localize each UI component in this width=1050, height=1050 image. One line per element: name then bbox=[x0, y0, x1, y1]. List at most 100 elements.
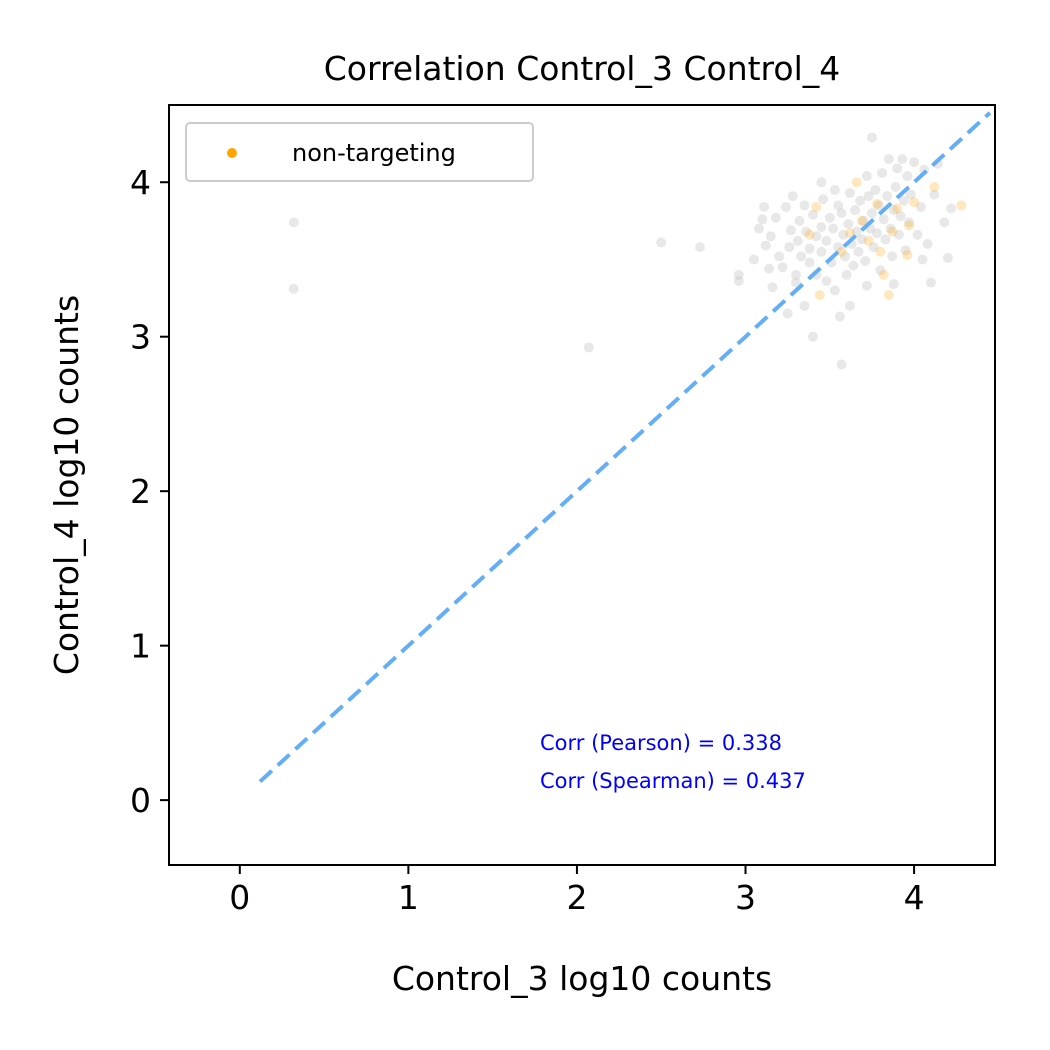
data-point bbox=[893, 229, 904, 240]
data-point bbox=[860, 256, 871, 267]
data-point bbox=[656, 237, 667, 248]
data-point bbox=[821, 235, 832, 246]
data-point bbox=[905, 189, 916, 200]
data-point bbox=[897, 154, 908, 165]
data-point bbox=[828, 223, 839, 234]
non-targeting-point bbox=[892, 203, 903, 214]
data-point bbox=[850, 205, 861, 216]
non-targeting-point bbox=[902, 249, 913, 260]
data-point bbox=[799, 200, 810, 211]
non-targeting-point bbox=[909, 197, 920, 208]
data-point bbox=[851, 226, 862, 237]
data-point bbox=[784, 242, 795, 253]
x-tick-label: 3 bbox=[735, 878, 756, 917]
data-point bbox=[754, 223, 764, 234]
y-tick-label: 2 bbox=[130, 472, 151, 511]
data-point bbox=[892, 163, 903, 174]
data-point bbox=[733, 276, 744, 287]
data-point bbox=[288, 217, 299, 228]
non-targeting-point bbox=[904, 220, 915, 231]
non-targeting-point bbox=[887, 226, 898, 237]
data-point bbox=[804, 257, 815, 268]
chart-title: Correlation Control_3 Control_4 bbox=[324, 49, 841, 88]
y-axis-label: Control_4 log10 counts bbox=[47, 295, 86, 675]
data-point bbox=[765, 231, 776, 242]
legend-box bbox=[185, 122, 534, 182]
data-point bbox=[695, 242, 705, 253]
legend-label-non-targeting: non-targeting bbox=[292, 139, 456, 167]
data-point bbox=[885, 223, 896, 234]
data-point bbox=[888, 205, 899, 216]
diagonal-line bbox=[258, 111, 992, 784]
data-point bbox=[821, 276, 832, 287]
data-point bbox=[882, 191, 893, 202]
data-point bbox=[824, 212, 835, 223]
x-tick-label: 0 bbox=[229, 878, 250, 917]
data-point bbox=[904, 217, 915, 228]
data-point bbox=[855, 195, 866, 206]
data-point bbox=[791, 269, 802, 280]
data-point bbox=[898, 195, 909, 206]
data-point bbox=[757, 214, 768, 225]
data-point bbox=[912, 229, 923, 240]
data-point bbox=[863, 191, 874, 202]
data-point bbox=[829, 184, 840, 195]
points-layer bbox=[288, 132, 967, 370]
data-point bbox=[853, 246, 864, 257]
data-point bbox=[799, 300, 810, 311]
data-point bbox=[811, 231, 822, 242]
data-point bbox=[890, 181, 901, 192]
non-targeting-point bbox=[875, 246, 886, 257]
data-point bbox=[868, 242, 879, 253]
non-targeting-point bbox=[929, 181, 940, 192]
data-point bbox=[866, 208, 877, 219]
data-point bbox=[782, 308, 793, 319]
data-point bbox=[929, 189, 940, 200]
data-point bbox=[807, 331, 818, 342]
data-point bbox=[946, 203, 957, 214]
data-point bbox=[878, 214, 889, 225]
data-point bbox=[818, 194, 829, 205]
data-point bbox=[939, 217, 950, 228]
data-point bbox=[791, 277, 802, 288]
data-point bbox=[942, 252, 953, 263]
data-point bbox=[838, 229, 849, 240]
y-tick-label: 1 bbox=[130, 627, 151, 666]
data-point bbox=[780, 201, 791, 212]
legend-marker-non-targeting bbox=[227, 148, 237, 158]
data-point bbox=[748, 254, 759, 265]
data-point bbox=[816, 177, 827, 188]
non-targeting-point bbox=[851, 177, 862, 188]
data-point bbox=[917, 254, 928, 265]
data-point bbox=[829, 285, 840, 296]
data-point bbox=[804, 243, 815, 254]
data-point bbox=[583, 342, 594, 353]
data-point bbox=[875, 265, 886, 276]
data-point bbox=[288, 283, 299, 294]
data-point bbox=[777, 262, 788, 273]
data-point bbox=[796, 251, 807, 262]
data-point bbox=[786, 225, 797, 236]
data-point bbox=[888, 279, 899, 290]
y-tick-label: 3 bbox=[130, 318, 151, 357]
data-point bbox=[760, 240, 771, 251]
non-targeting-point bbox=[811, 201, 822, 212]
data-point bbox=[877, 167, 888, 178]
data-point bbox=[909, 157, 920, 168]
data-point bbox=[880, 234, 891, 245]
data-point bbox=[841, 269, 852, 280]
data-point bbox=[883, 154, 894, 165]
data-point bbox=[861, 280, 872, 291]
y-tick-label: 4 bbox=[130, 163, 151, 202]
data-point bbox=[870, 184, 881, 195]
data-point bbox=[902, 171, 913, 182]
data-point bbox=[833, 200, 844, 211]
data-point bbox=[833, 242, 844, 253]
data-point bbox=[801, 226, 812, 237]
data-point bbox=[836, 208, 847, 219]
non-targeting-point bbox=[956, 200, 967, 211]
data-point bbox=[839, 251, 850, 262]
data-point bbox=[807, 209, 818, 220]
non-targeting-point bbox=[872, 198, 882, 209]
data-point bbox=[767, 282, 778, 293]
